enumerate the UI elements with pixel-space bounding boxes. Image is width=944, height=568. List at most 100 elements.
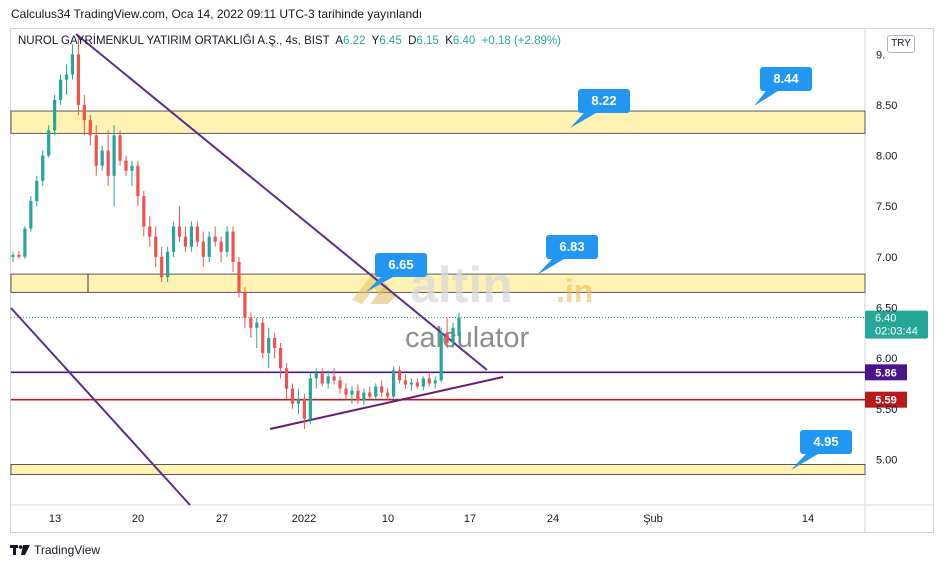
low-value: 6.15 (416, 35, 439, 47)
candle[interactable] (64, 64, 69, 95)
last-price-label: 6.40 (875, 313, 896, 325)
candle[interactable] (308, 373, 312, 424)
candle-body (29, 201, 33, 229)
candle[interactable] (427, 372, 431, 387)
high-value: 6.45 (379, 35, 402, 47)
candle[interactable] (88, 115, 92, 146)
candle[interactable] (213, 226, 217, 247)
candle[interactable] (350, 386, 354, 404)
time-tick-label: 27 (216, 513, 228, 525)
candle[interactable] (177, 206, 182, 242)
candle[interactable] (409, 378, 414, 391)
candle[interactable] (171, 221, 176, 257)
candle[interactable] (261, 317, 265, 359)
candle[interactable] (255, 317, 259, 349)
candle[interactable] (421, 376, 425, 391)
candle[interactable] (23, 226, 27, 259)
candle[interactable] (154, 226, 158, 267)
candle[interactable] (249, 312, 253, 338)
tradingview-logo-icon[interactable] (10, 544, 30, 556)
price-zone (10, 464, 866, 476)
candle[interactable] (356, 384, 360, 404)
candle[interactable] (17, 250, 21, 259)
candle[interactable] (82, 94, 86, 136)
candle[interactable] (445, 317, 449, 349)
candle[interactable] (284, 363, 289, 399)
candle[interactable] (35, 175, 39, 207)
candle[interactable] (11, 251, 15, 262)
candle[interactable] (189, 221, 193, 252)
candle-body (255, 322, 259, 328)
candle-body (225, 231, 229, 252)
candle[interactable] (231, 226, 235, 273)
candle[interactable] (124, 155, 128, 176)
candle[interactable] (136, 160, 140, 207)
candle[interactable] (41, 150, 45, 186)
candle[interactable] (94, 125, 98, 176)
candle[interactable] (166, 246, 170, 283)
candle[interactable] (219, 236, 223, 262)
candle[interactable] (201, 231, 205, 267)
candle[interactable] (326, 370, 330, 389)
symbol-name: NUROL GAYRİMENKUL YATIRIM ORTAKLIĞI A.Ş.… (18, 35, 330, 47)
candle[interactable] (106, 130, 110, 186)
candle[interactable] (118, 130, 122, 166)
candle[interactable] (207, 231, 211, 262)
candle[interactable] (296, 388, 301, 414)
candle[interactable] (344, 383, 348, 399)
candle[interactable] (195, 221, 199, 247)
candle[interactable] (267, 327, 271, 369)
candle[interactable] (160, 246, 164, 283)
close-label: K (445, 35, 453, 47)
candle[interactable] (273, 332, 277, 359)
candle[interactable] (433, 376, 437, 389)
candle[interactable] (237, 256, 241, 298)
candle[interactable] (243, 287, 247, 328)
candle[interactable] (338, 376, 342, 394)
candle[interactable] (130, 160, 134, 186)
candle[interactable] (380, 380, 384, 397)
time-axis: 13 20 27 2022 10 17 24 Şub 14 (49, 513, 814, 525)
candle[interactable] (53, 94, 57, 136)
candle[interactable] (386, 388, 390, 401)
candle-body (136, 165, 140, 197)
candle[interactable] (279, 342, 283, 379)
candle[interactable] (403, 374, 408, 389)
price-callout[interactable]: 6.83 (537, 235, 598, 275)
price-callout[interactable]: 4.95 (791, 430, 852, 470)
candle[interactable] (142, 191, 146, 237)
candle[interactable] (148, 216, 152, 247)
candle[interactable] (451, 322, 455, 349)
candle[interactable] (439, 327, 443, 383)
candle[interactable] (415, 378, 419, 389)
candle[interactable] (183, 226, 188, 252)
currency-button[interactable]: TRY (887, 35, 915, 53)
candle[interactable] (362, 388, 366, 405)
candle[interactable] (314, 368, 318, 389)
candle-body (148, 226, 152, 237)
candle[interactable] (332, 368, 336, 385)
candle[interactable] (391, 366, 396, 399)
price-callout[interactable]: 6.65 (366, 253, 427, 292)
candle[interactable] (302, 393, 306, 430)
footer-brand[interactable]: TradingView (34, 543, 101, 557)
candle[interactable] (374, 383, 378, 399)
candle[interactable] (368, 386, 372, 401)
candle-body (118, 135, 122, 161)
candle[interactable] (76, 39, 81, 116)
descending-trendline-upper (75, 33, 488, 371)
candle[interactable] (225, 226, 229, 257)
candle[interactable] (47, 125, 51, 158)
candle[interactable] (457, 312, 461, 343)
candle[interactable] (320, 368, 324, 387)
candle[interactable] (290, 383, 295, 409)
candle[interactable] (100, 145, 104, 171)
candle[interactable] (112, 125, 116, 207)
price-callout[interactable]: 8.44 (754, 67, 812, 106)
candle[interactable] (29, 196, 33, 232)
candle[interactable] (397, 366, 402, 384)
candle[interactable] (70, 44, 75, 80)
candle[interactable] (58, 74, 63, 105)
price-callout[interactable]: 8.22 (570, 89, 630, 128)
